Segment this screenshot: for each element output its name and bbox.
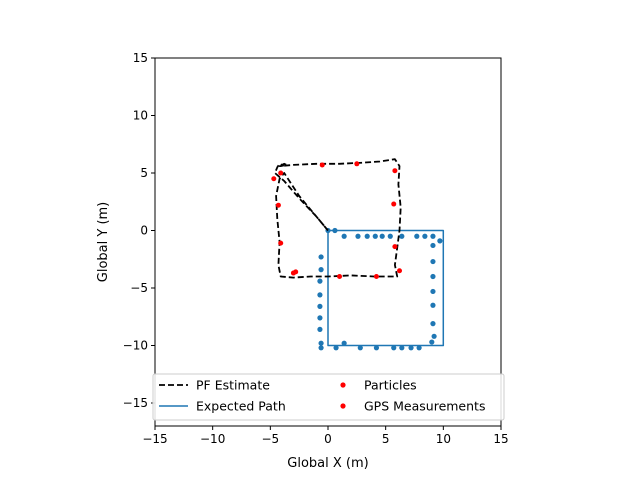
- y-tick-label: 5: [140, 166, 148, 180]
- gps-measurements-point: [318, 254, 324, 260]
- gps-measurements-point: [430, 273, 436, 280]
- x-tick-label: 15: [493, 432, 508, 446]
- gps-measurements-point: [318, 267, 324, 273]
- gps-measurements-point: [429, 339, 435, 345]
- y-axis-label: Global Y (m): [96, 202, 111, 282]
- gps-measurements-point: [414, 233, 420, 239]
- x-axis-label: Global X (m): [287, 456, 368, 471]
- gps-measurements-point: [408, 345, 414, 351]
- gps-measurements-point: [317, 315, 323, 321]
- y-tick-label: −5: [130, 281, 148, 295]
- particles-point: [337, 274, 343, 279]
- gps-measurements-point: [317, 278, 323, 284]
- gps-measurements-point: [430, 242, 436, 249]
- x-tick-label: 5: [382, 432, 390, 446]
- x-tick-label: 10: [436, 432, 451, 446]
- y-tick-label: 15: [133, 51, 148, 65]
- gps-measurements-point: [387, 233, 393, 239]
- particles-legend-marker: [340, 382, 346, 388]
- gps-measurements-legend-marker: [340, 403, 346, 409]
- gps-measurements-point: [373, 345, 380, 351]
- particles-point: [278, 170, 284, 176]
- particles-point: [319, 162, 325, 168]
- gps-measurements-point: [430, 302, 436, 308]
- gps-measurements-point: [318, 345, 324, 351]
- gps-measurements-point: [341, 340, 347, 346]
- particles-point: [392, 244, 398, 250]
- particles-legend-label: Particles: [364, 378, 417, 393]
- gps-measurements-legend-label: GPS Measurements: [364, 399, 485, 414]
- gps-measurements-point: [430, 288, 436, 295]
- pf-estimate-line: [273, 158, 402, 279]
- pf-estimate-legend-label: PF Estimate: [196, 378, 270, 393]
- gps-measurements-point: [333, 345, 339, 351]
- gps-measurements-point: [430, 321, 436, 327]
- gps-measurements-point: [416, 345, 422, 351]
- y-tick-label: 10: [133, 109, 148, 123]
- expected-path-legend-label: Expected Path: [196, 399, 286, 414]
- gps-measurements-series: [317, 227, 443, 351]
- particles-point: [271, 176, 277, 182]
- gps-measurements-point: [422, 233, 428, 239]
- gps-measurements-point: [341, 233, 347, 239]
- x-tick-label: −10: [200, 432, 225, 446]
- x-tick-label: −15: [142, 432, 167, 446]
- gps-measurements-point: [355, 233, 361, 239]
- y-tick-label: −10: [123, 339, 148, 353]
- particles-point: [278, 240, 284, 246]
- gps-measurements-point: [399, 233, 405, 239]
- legend: PF Estimate Expected Path Particles GPS Mea…: [152, 373, 505, 421]
- particles-point: [293, 269, 299, 275]
- gps-measurements-point: [431, 333, 437, 339]
- legend-box: [152, 373, 505, 421]
- series-layer: [271, 158, 445, 351]
- gps-measurements-point: [332, 227, 338, 234]
- axis-layer: −15 −10 −5 0 5 10 15 −15 −10 −5 0 5 10 15: [123, 51, 509, 446]
- particles-point: [392, 168, 398, 174]
- particles-point: [391, 201, 397, 207]
- gps-measurements-point: [364, 233, 370, 239]
- gps-measurements-point: [437, 238, 443, 244]
- gps-measurements-point: [379, 233, 385, 239]
- gps-measurements-point: [357, 345, 363, 351]
- particles-point: [275, 202, 281, 208]
- gps-measurements-point: [430, 233, 436, 239]
- gps-measurements-point: [317, 292, 323, 298]
- particles-point: [397, 268, 403, 274]
- gps-measurements-point: [391, 345, 397, 351]
- gps-measurements-point: [372, 233, 378, 239]
- y-tick-label: −15: [123, 396, 148, 410]
- gps-measurements-point: [430, 258, 436, 265]
- x-tick-label: −5: [261, 432, 279, 446]
- particles-point: [354, 161, 360, 167]
- expected-path-line: [327, 229, 445, 347]
- gps-measurements-point: [399, 345, 405, 351]
- gps-measurements-point: [317, 326, 323, 332]
- particles-series: [271, 161, 403, 279]
- y-tick-label: 0: [140, 224, 148, 238]
- x-tick-label: 0: [324, 432, 332, 446]
- particles-point: [373, 274, 379, 279]
- gps-measurements-point: [317, 303, 323, 309]
- gps-measurements-point: [318, 340, 324, 346]
